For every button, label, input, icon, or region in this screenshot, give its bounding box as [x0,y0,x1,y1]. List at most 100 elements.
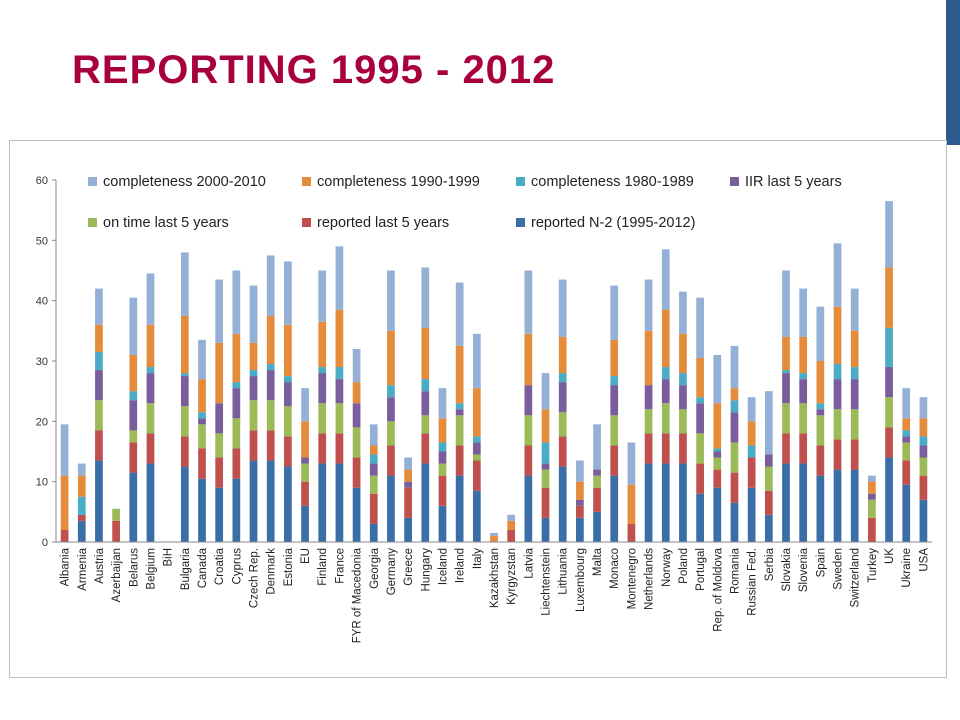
x-tick-label: Rep. of Moldova [712,547,724,631]
bar-eu-reported-n-2-1995-2012 [301,505,309,542]
x-tick-label: Kyrgyzstan [506,548,518,605]
bar-belgium-reported-last-5-years [146,433,155,464]
bar-italy-completeness-2000-2010 [472,333,481,389]
y-tick-label: 0 [42,537,48,549]
bar-rep-of-moldova-on-time-last-5-years [713,457,722,470]
legend-swatch-iir-last-5-years [730,177,739,186]
x-tick-label: Czech Rep. [249,548,261,608]
bar-norway-reported-n-2-1995-2012 [661,463,670,542]
x-tick-label: Azerbaijan [111,548,123,602]
bar-russian-fed-completeness-1980-1989 [747,445,756,458]
bar-fyr-of-macedonia-on-time-last-5-years [352,427,361,458]
bar-belgium-iir-last-5-years [146,373,155,404]
bar-usa-iir-last-5-years [919,445,928,458]
bar-slovakia-on-time-last-5-years [782,403,790,434]
bar-rep-of-moldova-reported-last-5-years [713,469,722,488]
bar-sweden-reported-n-2-1995-2012 [833,469,842,542]
bar-spain-completeness-2000-2010 [816,306,825,361]
bar-finland-completeness-2000-2010 [318,270,327,322]
bar-sweden-iir-last-5-years [833,379,842,410]
bar-rep-of-moldova-reported-n-2-1995-2012 [713,487,722,542]
slide-title: REPORTING 1995 - 2012 [72,48,556,92]
bar-armenia-completeness-1980-1989 [77,496,86,515]
bar-norway-reported-last-5-years [661,433,670,464]
bar-georgia-on-time-last-5-years [369,475,378,494]
bar-ukraine-completeness-1990-1999 [902,418,911,431]
bar-portugal-on-time-last-5-years [696,433,704,464]
x-tick-label: USA [918,548,930,572]
x-tick-label: France [334,548,346,584]
bar-serbia-completeness-2000-2010 [764,391,773,455]
bar-belarus-reported-last-5-years [129,442,138,473]
bar-liechtenstein-completeness-1980-1989 [541,442,550,464]
bar-sweden-completeness-1990-1999 [833,306,842,365]
bar-austria-completeness-1990-1999 [95,324,103,352]
bar-germany-completeness-1980-1989 [387,385,395,398]
bar-serbia-reported-n-2-1995-2012 [764,514,773,542]
bar-germany-reported-last-5-years [387,445,395,476]
bar-malta-iir-last-5-years [593,469,601,476]
bar-georgia-reported-n-2-1995-2012 [369,523,378,542]
y-tick-label: 10 [36,477,48,489]
x-tick-label: Italy [472,548,484,569]
bar-france-reported-n-2-1995-2012 [335,463,344,542]
bar-croatia-completeness-2000-2010 [215,279,224,343]
bar-romania-iir-last-5-years [730,412,739,443]
bar-norway-completeness-1990-1999 [661,309,670,368]
x-tick-label: Austria [94,547,106,583]
bar-ukraine-reported-n-2-1995-2012 [902,484,911,542]
bar-cyprus-completeness-2000-2010 [232,270,241,334]
bar-uk-completeness-1990-1999 [885,267,893,328]
bar-bulgaria-completeness-2000-2010 [180,252,189,316]
bar-estonia-on-time-last-5-years [284,406,292,437]
bar-rep-of-moldova-completeness-1990-1999 [713,403,722,449]
bar-italy-reported-n-2-1995-2012 [472,490,481,542]
x-tick-label: Turkey [867,548,879,583]
legend-label-iir-last-5-years: IIR last 5 years [745,174,842,190]
bar-hungary-reported-last-5-years [421,433,430,464]
bar-cyprus-reported-n-2-1995-2012 [232,478,241,542]
bar-armenia-reported-last-5-years [77,514,86,521]
bar-greece-reported-last-5-years [404,487,412,518]
bar-france-completeness-1980-1989 [335,367,344,380]
bar-norway-completeness-1980-1989 [661,367,670,380]
bar-bulgaria-completeness-1980-1989 [180,373,189,377]
bar-switzerland-reported-last-5-years [850,439,859,470]
bar-germany-iir-last-5-years [387,397,395,422]
bar-turkey-on-time-last-5-years [868,499,876,518]
bar-norway-iir-last-5-years [661,379,670,404]
bar-fyr-of-macedonia-reported-last-5-years [352,457,361,488]
bar-czech-rep-reported-last-5-years [249,430,258,461]
bar-monaco-on-time-last-5-years [610,415,619,446]
bar-germany-on-time-last-5-years [387,421,395,446]
bar-czech-rep-reported-n-2-1995-2012 [249,460,258,542]
bar-italy-iir-last-5-years [472,442,481,455]
bar-italy-reported-last-5-years [472,460,481,491]
bar-estonia-completeness-1990-1999 [284,324,292,377]
bar-belarus-completeness-1980-1989 [129,391,138,401]
bar-montenegro-completeness-2000-2010 [627,442,636,485]
bar-poland-reported-n-2-1995-2012 [679,463,687,542]
bar-armenia-completeness-2000-2010 [77,463,86,476]
legend-label-completeness-1990-1999: completeness 1990-1999 [317,174,480,190]
bar-rep-of-moldova-completeness-2000-2010 [713,354,722,404]
bar-lithuania-completeness-1980-1989 [558,373,567,383]
bar-austria-completeness-1980-1989 [95,351,103,371]
bar-russian-fed-completeness-2000-2010 [747,397,756,422]
bar-armenia-reported-n-2-1995-2012 [77,520,86,542]
chart-frame: completeness 2000-2010 completeness 1990-… [9,140,947,678]
bar-lithuania-completeness-2000-2010 [558,279,567,337]
x-tick-label: Belgium [145,548,157,590]
bar-lithuania-iir-last-5-years [558,382,567,413]
legend-label-completeness-1980-1989: completeness 1980-1989 [531,174,694,190]
bar-malta-on-time-last-5-years [593,475,601,488]
bar-czech-rep-iir-last-5-years [249,376,258,401]
bar-hungary-completeness-2000-2010 [421,267,430,328]
bar-kyrgyzstan-reported-last-5-years [507,529,516,542]
bar-eu-completeness-2000-2010 [301,388,309,422]
bar-fyr-of-macedonia-reported-n-2-1995-2012 [352,487,361,542]
bar-luxembourg-reported-n-2-1995-2012 [576,517,584,542]
bar-rep-of-moldova-iir-last-5-years [713,451,722,458]
bar-fyr-of-macedonia-iir-last-5-years [352,403,361,428]
bar-spain-iir-last-5-years [816,409,825,416]
